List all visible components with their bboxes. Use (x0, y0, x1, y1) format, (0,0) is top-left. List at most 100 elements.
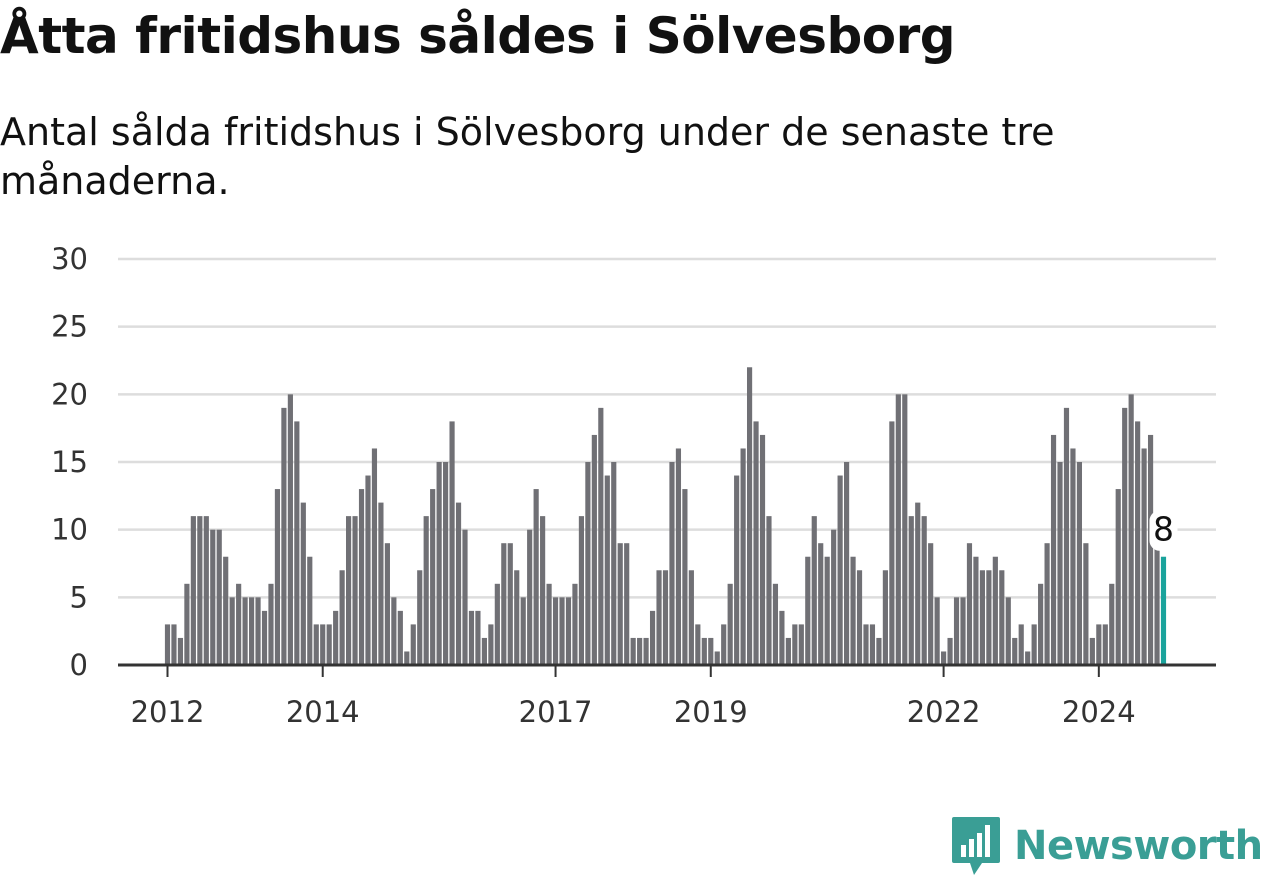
bar (598, 407, 604, 665)
bar (578, 516, 585, 665)
bar (779, 610, 785, 665)
chart-title: Åtta fritidshus såldes i Sölvesborg (0, 7, 956, 65)
bar (682, 489, 688, 665)
bar (869, 624, 876, 665)
bar (1063, 407, 1070, 665)
bar (430, 489, 436, 665)
bar (637, 637, 643, 665)
bar (818, 543, 824, 665)
bar (1089, 637, 1095, 665)
bar (552, 597, 559, 665)
bar (960, 597, 966, 665)
bar (805, 556, 811, 665)
bar (1018, 624, 1024, 665)
bar (313, 624, 319, 665)
bar (1115, 489, 1121, 665)
bar (850, 556, 856, 665)
bar (986, 570, 992, 665)
bar (546, 583, 552, 665)
bar (378, 502, 384, 665)
bar (1031, 624, 1037, 665)
logo-text: Newsworthy (1014, 823, 1262, 869)
bar (261, 610, 268, 665)
bar (695, 624, 701, 665)
bar (475, 610, 481, 665)
bar (397, 610, 403, 665)
y-tick-label: 25 (51, 310, 88, 344)
bar (934, 597, 940, 665)
bar (520, 597, 526, 665)
y-tick-label: 0 (70, 648, 88, 682)
bar (423, 516, 429, 665)
bar (320, 624, 326, 665)
y-tick-label: 15 (51, 445, 88, 479)
bar (649, 610, 656, 665)
y-tick-label: 10 (51, 513, 88, 547)
x-tick-label: 2014 (286, 695, 360, 729)
x-tick-label: 2019 (674, 695, 748, 729)
bar (999, 570, 1005, 665)
y-axis: 0 5 10 15 20 25 30 (51, 242, 88, 682)
bars (164, 367, 1167, 665)
bar (358, 489, 365, 665)
x-tick-label: 2012 (131, 695, 205, 729)
bar (527, 529, 533, 665)
bar (1005, 597, 1011, 665)
bar (300, 502, 306, 665)
bar (675, 448, 682, 665)
bar (624, 543, 630, 665)
bar (721, 624, 727, 665)
bar (882, 570, 888, 665)
bar (591, 434, 597, 665)
bar (740, 448, 746, 665)
bar (248, 597, 255, 665)
bar (1154, 543, 1160, 665)
bar (488, 624, 494, 665)
bar (811, 516, 817, 665)
bar (604, 475, 610, 665)
bar (746, 367, 753, 665)
x-axis: 2012 2014 2017 2019 2022 2024 (118, 663, 1216, 729)
bar (759, 434, 766, 665)
bar (611, 462, 617, 665)
bar (902, 394, 908, 665)
bar (294, 421, 300, 665)
bar (346, 516, 352, 665)
bar (365, 475, 371, 665)
bar (876, 637, 882, 665)
x-tick-label: 2022 (907, 695, 981, 729)
bar (371, 448, 378, 665)
bar (274, 489, 281, 665)
bar (223, 556, 229, 665)
bar (947, 637, 953, 665)
bar (236, 583, 242, 665)
bar-chart: 0 5 10 15 20 25 30 2012 2014 2017 2019 2022 2024 8 (51, 242, 1216, 729)
bar (863, 624, 869, 665)
bar (1044, 543, 1050, 665)
bar (333, 610, 339, 665)
bar (1076, 462, 1083, 665)
bar (889, 421, 895, 665)
bar (255, 597, 261, 665)
bar (307, 556, 313, 665)
bar (391, 597, 397, 665)
bar (242, 597, 248, 665)
bar (540, 516, 546, 665)
bar-chart-badge-icon (952, 817, 1000, 875)
bar (197, 516, 203, 665)
bar (701, 637, 707, 665)
bar-highlighted (1160, 556, 1167, 665)
bar (1070, 448, 1076, 665)
annotation-label: 8 (1153, 510, 1174, 549)
bar (216, 529, 222, 665)
bar (339, 570, 345, 665)
chart-subtitle: Antal sålda fritidshus i Sölvesborg unde… (0, 110, 1055, 204)
bar (384, 543, 390, 665)
bar (1122, 407, 1128, 665)
bar (352, 516, 358, 665)
bar (287, 394, 293, 665)
bar (831, 529, 837, 665)
bar (662, 570, 669, 665)
bar (908, 516, 914, 665)
bar (785, 637, 791, 665)
